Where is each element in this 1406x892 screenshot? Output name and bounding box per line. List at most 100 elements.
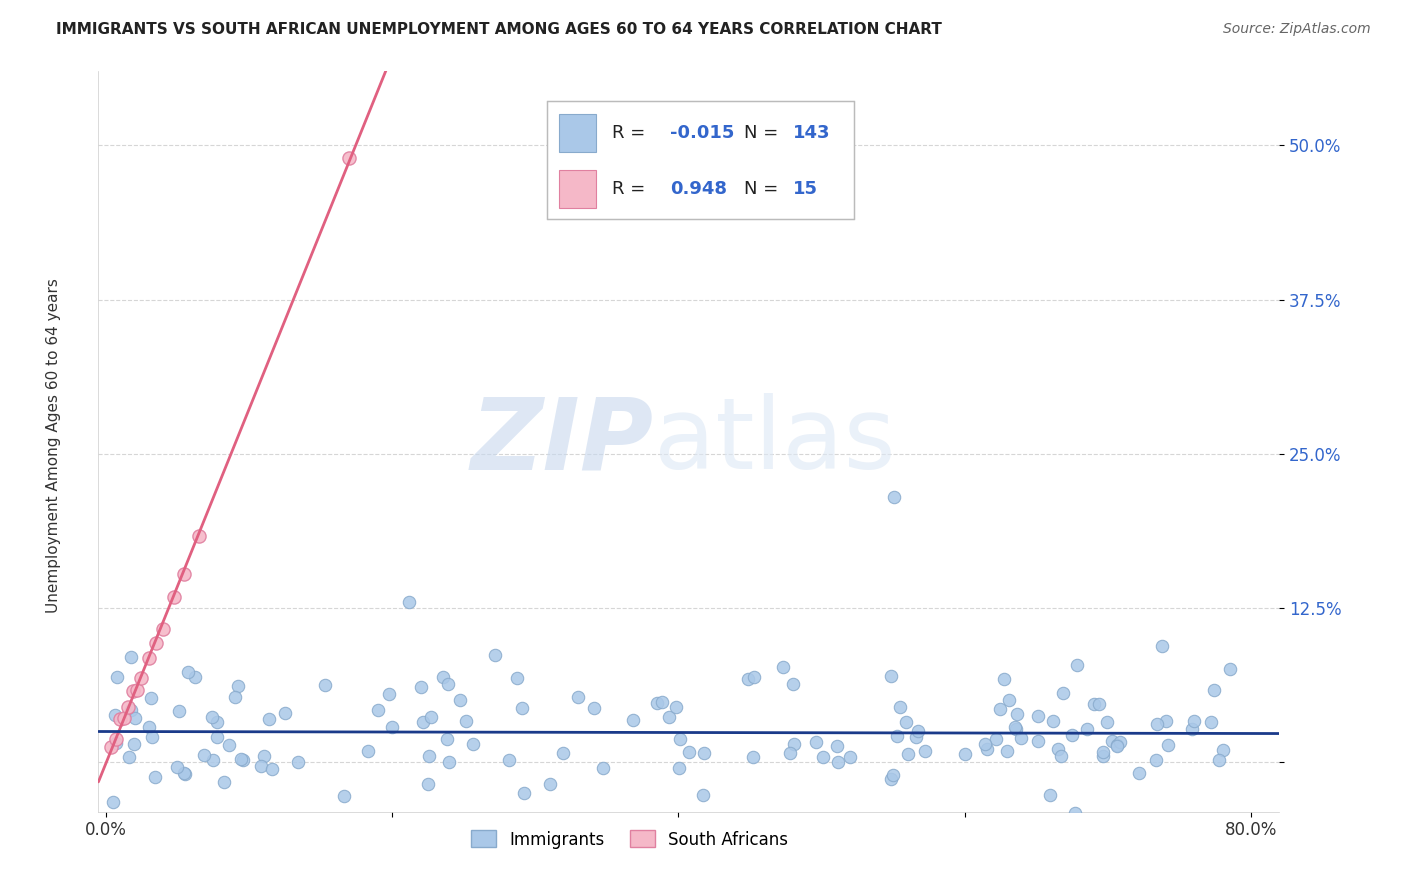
Point bbox=[449, 693, 471, 707]
Point bbox=[231, 752, 253, 766]
Point bbox=[416, 777, 439, 791]
Point bbox=[412, 715, 434, 730]
Point bbox=[163, 591, 186, 605]
Point bbox=[1181, 722, 1204, 736]
Point bbox=[120, 703, 142, 717]
Point bbox=[456, 714, 478, 728]
Point bbox=[122, 738, 145, 752]
Point bbox=[882, 768, 904, 782]
Point bbox=[259, 712, 281, 726]
Point bbox=[1050, 749, 1073, 764]
Point bbox=[224, 690, 246, 704]
Point bbox=[1026, 733, 1049, 747]
Point bbox=[827, 755, 849, 769]
Point bbox=[201, 710, 224, 724]
Point bbox=[398, 595, 420, 609]
Point bbox=[997, 743, 1019, 757]
Point bbox=[436, 676, 458, 690]
Point bbox=[1010, 731, 1032, 745]
Point bbox=[218, 738, 240, 752]
Point bbox=[1088, 697, 1111, 711]
Point bbox=[651, 695, 673, 709]
Point bbox=[274, 706, 297, 721]
Point bbox=[974, 737, 997, 751]
Point bbox=[513, 786, 536, 800]
Point bbox=[782, 677, 804, 691]
Point bbox=[1202, 682, 1225, 697]
Text: Unemployment Among Ages 60 to 64 years: Unemployment Among Ages 60 to 64 years bbox=[46, 278, 60, 614]
Point bbox=[138, 721, 160, 735]
Point bbox=[998, 693, 1021, 707]
Point bbox=[484, 648, 506, 662]
Point bbox=[1091, 749, 1114, 764]
Point bbox=[173, 766, 195, 780]
Point bbox=[839, 750, 862, 764]
Point bbox=[117, 699, 139, 714]
Point bbox=[1144, 753, 1167, 767]
Point bbox=[226, 679, 249, 693]
Point bbox=[432, 670, 454, 684]
Point bbox=[138, 651, 160, 665]
Point bbox=[357, 744, 380, 758]
Point bbox=[510, 700, 533, 714]
Point bbox=[1105, 738, 1128, 752]
Point bbox=[104, 736, 127, 750]
Point bbox=[1097, 714, 1119, 729]
Point bbox=[1128, 766, 1150, 780]
Point bbox=[889, 700, 911, 714]
Point bbox=[742, 670, 765, 684]
Point bbox=[1199, 715, 1222, 730]
Point bbox=[1039, 788, 1062, 802]
Point bbox=[1042, 714, 1064, 729]
Point bbox=[437, 755, 460, 769]
Point bbox=[1063, 805, 1085, 820]
Point bbox=[621, 714, 644, 728]
Point bbox=[1109, 735, 1132, 749]
Point bbox=[678, 745, 700, 759]
Point bbox=[993, 672, 1015, 686]
Point bbox=[141, 690, 163, 705]
Point bbox=[1047, 741, 1070, 756]
Point bbox=[193, 748, 215, 763]
Text: atlas: atlas bbox=[654, 393, 896, 490]
Point bbox=[1219, 661, 1241, 675]
Point bbox=[880, 669, 903, 683]
Point bbox=[506, 671, 529, 685]
Point bbox=[100, 739, 122, 754]
Point bbox=[232, 753, 254, 767]
Point bbox=[166, 760, 188, 774]
Point bbox=[1060, 728, 1083, 742]
Point bbox=[167, 704, 190, 718]
Point bbox=[1150, 640, 1173, 654]
Point bbox=[1005, 707, 1028, 722]
Point bbox=[436, 732, 458, 747]
Point bbox=[101, 795, 124, 809]
Point bbox=[658, 710, 681, 724]
Point bbox=[1154, 714, 1177, 729]
Point bbox=[668, 761, 690, 775]
Point bbox=[378, 687, 401, 701]
Point bbox=[1105, 739, 1128, 753]
Point bbox=[337, 151, 360, 165]
Point bbox=[418, 748, 440, 763]
Point bbox=[112, 711, 135, 725]
Point bbox=[253, 749, 276, 764]
Point bbox=[779, 746, 801, 760]
Point bbox=[145, 635, 167, 649]
Point bbox=[120, 650, 142, 665]
Point bbox=[540, 777, 562, 791]
Point bbox=[1076, 722, 1098, 736]
Point bbox=[1208, 753, 1230, 767]
Point bbox=[173, 566, 195, 581]
Point bbox=[567, 690, 589, 704]
Point bbox=[813, 750, 835, 764]
Point bbox=[409, 681, 432, 695]
Point bbox=[1004, 720, 1026, 734]
Point bbox=[205, 714, 228, 729]
Point bbox=[592, 761, 614, 775]
Point bbox=[905, 730, 928, 744]
Point bbox=[883, 490, 905, 504]
Point bbox=[669, 731, 692, 746]
Point bbox=[104, 732, 127, 747]
Point bbox=[1146, 716, 1168, 731]
